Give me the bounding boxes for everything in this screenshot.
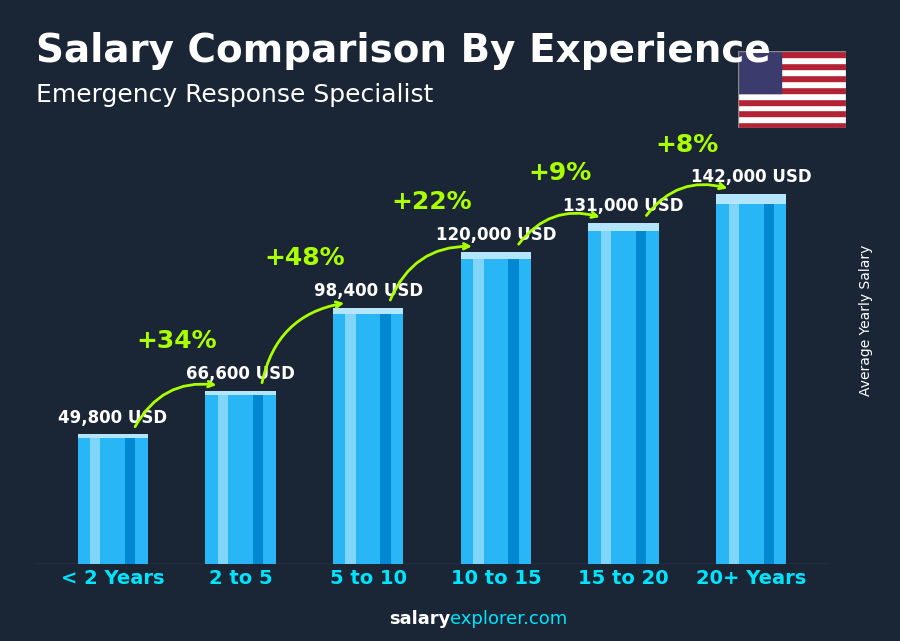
- Bar: [346, 308, 356, 564]
- Bar: [738, 122, 846, 128]
- Bar: [381, 308, 391, 564]
- Bar: [728, 194, 739, 564]
- Bar: [738, 117, 846, 122]
- Text: 49,800 USD: 49,800 USD: [58, 408, 167, 427]
- Bar: [125, 435, 136, 564]
- Bar: [738, 51, 846, 57]
- Text: 120,000 USD: 120,000 USD: [436, 226, 556, 244]
- Bar: [738, 87, 846, 93]
- Bar: [90, 435, 101, 564]
- Bar: [738, 51, 781, 93]
- Bar: [738, 110, 846, 117]
- Text: +34%: +34%: [136, 329, 217, 353]
- Bar: [77, 435, 148, 564]
- Text: Emergency Response Specialist: Emergency Response Specialist: [36, 83, 434, 107]
- Text: 131,000 USD: 131,000 USD: [563, 197, 684, 215]
- Text: +9%: +9%: [528, 162, 591, 185]
- Text: Average Yearly Salary: Average Yearly Salary: [859, 245, 873, 396]
- Bar: [636, 223, 646, 564]
- Bar: [473, 251, 483, 564]
- Bar: [738, 99, 846, 104]
- Bar: [333, 308, 403, 314]
- Bar: [601, 223, 611, 564]
- Bar: [589, 223, 659, 564]
- Text: 98,400 USD: 98,400 USD: [313, 282, 423, 300]
- Bar: [738, 81, 846, 87]
- Bar: [461, 251, 531, 564]
- Text: 66,600 USD: 66,600 USD: [186, 365, 295, 383]
- Bar: [738, 75, 846, 81]
- Bar: [738, 104, 846, 110]
- Bar: [205, 390, 275, 395]
- Bar: [738, 57, 846, 63]
- Bar: [253, 390, 263, 564]
- Bar: [77, 435, 148, 438]
- Bar: [205, 390, 275, 564]
- Bar: [461, 251, 531, 260]
- Bar: [218, 390, 228, 564]
- Text: +8%: +8%: [656, 133, 719, 157]
- Text: 142,000 USD: 142,000 USD: [691, 169, 812, 187]
- Text: salary: salary: [389, 610, 450, 628]
- Bar: [508, 251, 518, 564]
- Bar: [738, 93, 846, 99]
- Text: +22%: +22%: [392, 190, 472, 214]
- Bar: [589, 223, 659, 231]
- Text: Salary Comparison By Experience: Salary Comparison By Experience: [36, 32, 770, 70]
- Text: +48%: +48%: [264, 246, 345, 271]
- Bar: [333, 308, 403, 564]
- Bar: [764, 194, 774, 564]
- Text: explorer.com: explorer.com: [450, 610, 567, 628]
- Bar: [738, 63, 846, 69]
- Bar: [716, 194, 787, 204]
- Bar: [738, 69, 846, 75]
- Bar: [716, 194, 787, 564]
